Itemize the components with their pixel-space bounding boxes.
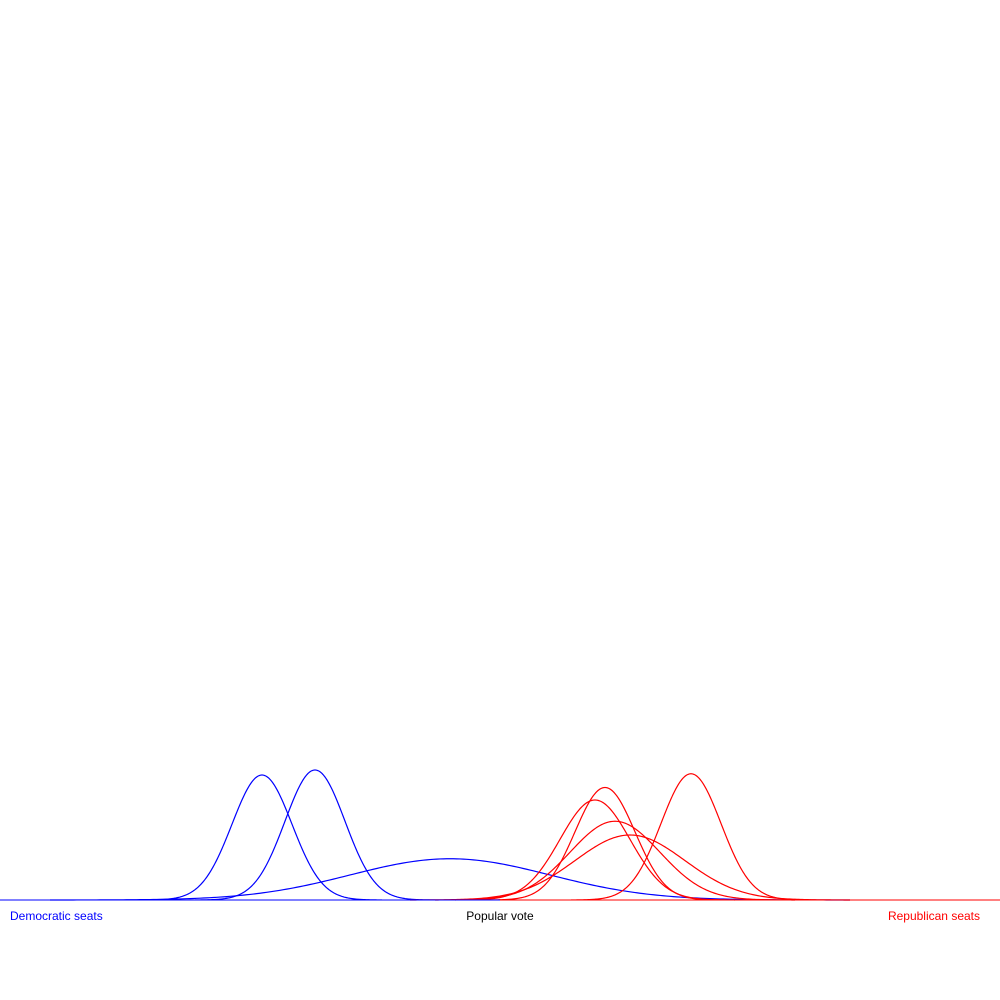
republican-curve-8 [570,773,812,901]
popular-vote-label: Popular vote [466,909,534,923]
democratic-seats-label: Democratic seats [10,909,103,923]
republican-curve-6 [435,820,795,901]
republican-seats-label: Republican seats [888,909,980,923]
distribution-curves [49,769,851,901]
democratic-curve-3 [49,858,851,901]
democratic-curve-1 [141,774,383,901]
democratic-curve-2 [194,769,436,901]
republican-curve-7 [410,834,850,901]
